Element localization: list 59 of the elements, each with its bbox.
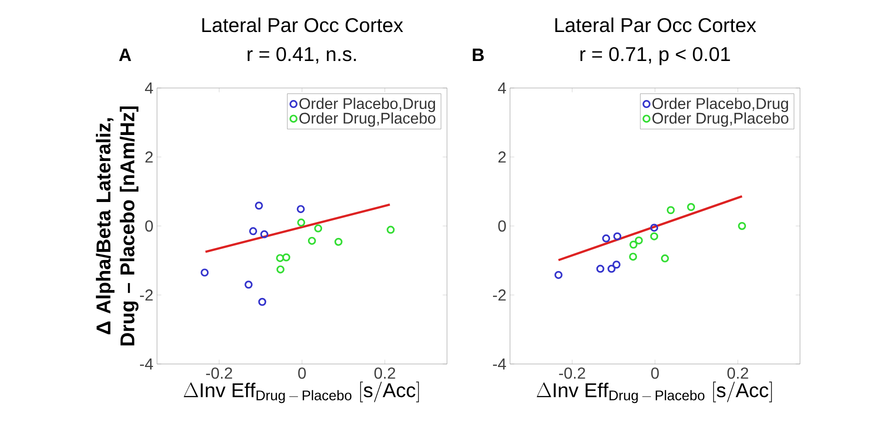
- y-tick-label: 2: [498, 151, 506, 163]
- point: [613, 232, 622, 240]
- point: [602, 234, 610, 242]
- point: [629, 240, 638, 249]
- point: [258, 298, 266, 306]
- y-axis-title: Δ Alpha/Beta Lateraliz, Drug – Placebo [nAm/Hz]: [96, 106, 138, 346]
- point: [629, 252, 638, 261]
- point: [254, 202, 263, 210]
- x-tick-label: 0: [298, 368, 306, 379]
- point: [314, 224, 322, 232]
- y-tick-label: 4: [144, 82, 154, 94]
- point: [296, 205, 305, 214]
- point: [596, 264, 604, 273]
- point: [200, 268, 209, 277]
- point: [738, 222, 746, 230]
- y-tick-label: -2: [140, 289, 153, 301]
- point: [260, 230, 268, 238]
- x-tick-label: 0.2: [727, 368, 748, 379]
- point: [554, 270, 562, 279]
- x-tick-label: -0.2: [206, 368, 232, 379]
- y-tick-label: 0: [498, 220, 506, 232]
- point: [308, 236, 316, 245]
- point: [276, 254, 284, 262]
- point: [276, 265, 284, 274]
- point: [612, 260, 620, 269]
- point: [687, 203, 696, 212]
- legend-label: Order Placebo,Drug: [299, 98, 435, 112]
- point: [650, 232, 658, 240]
- point: [666, 206, 675, 214]
- point: [634, 236, 643, 244]
- text: B: [472, 48, 484, 61]
- y-tick-label: 2: [145, 151, 153, 163]
- text: A: [119, 48, 132, 61]
- y-tick-label: -4: [493, 358, 506, 370]
- legend-label: Order Drug,Placebo: [652, 112, 788, 127]
- point: [282, 253, 290, 262]
- x-tick-label: -0.2: [559, 368, 586, 379]
- point: [650, 224, 658, 232]
- point: [386, 226, 395, 234]
- point: [297, 218, 306, 227]
- chart-subtitle: r = 0.71, p < 0.01: [580, 47, 730, 66]
- point: [249, 227, 258, 236]
- legend-label: Order Placebo,Drug: [652, 98, 788, 112]
- point: [660, 254, 669, 262]
- chart-title: Lateral Par Occ Cortex: [555, 18, 756, 32]
- point: [244, 280, 253, 289]
- legend-label: Order Drug,Placebo: [299, 112, 436, 127]
- y-tick-label: -2: [493, 289, 506, 301]
- x-axis-title: $\Delta\mathrm{Inv\ Eff}_{\mathrm{Drug\,-\,Placebo}}\ [\mathrm{s/Acc}]$: [536, 382, 772, 404]
- point: [608, 264, 616, 273]
- x-axis-title: $\Delta\mathrm{Inv\ Eff}_{\mathrm{Drug\,-\,Placebo}}\ [\mathrm{s/Acc}]$: [184, 382, 419, 404]
- point: [334, 238, 342, 246]
- x-tick-label: 0.2: [374, 368, 396, 379]
- y-tick-label: -4: [140, 358, 154, 370]
- chart-title: Lateral Par Occ Cortex: [202, 18, 404, 32]
- chart-subtitle: r = 0.41, n.s.: [248, 47, 356, 64]
- x-tick-label: 0: [651, 368, 659, 379]
- y-tick-label: 4: [498, 82, 506, 94]
- y-tick-label: 0: [145, 220, 153, 232]
